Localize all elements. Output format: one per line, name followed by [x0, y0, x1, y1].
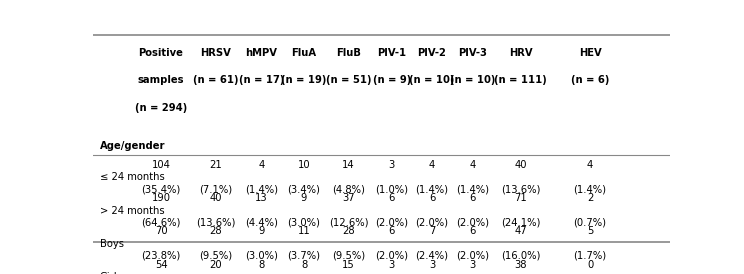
Text: (4.8%): (4.8%) [332, 184, 365, 194]
Text: (13.6%): (13.6%) [501, 184, 541, 194]
Text: 4: 4 [469, 160, 475, 170]
Text: (n = 51): (n = 51) [326, 75, 371, 85]
Text: 0: 0 [587, 259, 593, 270]
Text: 54: 54 [155, 259, 167, 270]
Text: (3.0%): (3.0%) [288, 218, 321, 228]
Text: 4: 4 [587, 160, 593, 170]
Text: 6: 6 [429, 193, 435, 204]
Text: (64.6%): (64.6%) [141, 218, 181, 228]
Text: (9.5%): (9.5%) [332, 250, 365, 261]
Text: (n = 9): (n = 9) [373, 75, 411, 85]
Text: samples: samples [138, 75, 185, 85]
Text: 20: 20 [210, 259, 222, 270]
Text: hMPV: hMPV [246, 48, 278, 58]
Text: 6: 6 [469, 193, 475, 204]
Text: (n = 111): (n = 111) [495, 75, 548, 85]
Text: 28: 28 [342, 226, 355, 236]
Text: (3.4%): (3.4%) [288, 184, 321, 194]
Text: 7: 7 [429, 226, 435, 236]
Text: (n = 6): (n = 6) [571, 75, 609, 85]
Text: 8: 8 [301, 259, 307, 270]
Text: (0.7%): (0.7%) [574, 218, 606, 228]
Text: PIV-1: PIV-1 [377, 48, 406, 58]
Text: Positive: Positive [138, 48, 184, 58]
Text: (1.4%): (1.4%) [416, 184, 449, 194]
Text: HRV: HRV [509, 48, 533, 58]
Text: 4: 4 [429, 160, 435, 170]
Text: 6: 6 [388, 226, 395, 236]
Text: (23.8%): (23.8%) [141, 250, 181, 261]
Text: (1.7%): (1.7%) [574, 250, 606, 261]
Text: (2.0%): (2.0%) [375, 218, 408, 228]
Text: (2.0%): (2.0%) [416, 218, 449, 228]
Text: (1.4%): (1.4%) [574, 184, 606, 194]
Text: (n = 10): (n = 10) [449, 75, 495, 85]
Text: (4.4%): (4.4%) [245, 218, 278, 228]
Text: 40: 40 [515, 160, 527, 170]
Text: 3: 3 [388, 259, 395, 270]
Text: 71: 71 [514, 193, 527, 204]
Text: (1.4%): (1.4%) [456, 184, 489, 194]
Text: (12.6%): (12.6%) [329, 218, 368, 228]
Text: FluB: FluB [336, 48, 361, 58]
Text: 14: 14 [342, 160, 355, 170]
Text: FluA: FluA [292, 48, 317, 58]
Text: (n = 61): (n = 61) [193, 75, 239, 85]
Text: (24.1%): (24.1%) [501, 218, 541, 228]
Text: 5: 5 [587, 226, 593, 236]
Text: (n = 10): (n = 10) [409, 75, 455, 85]
Text: ≤ 24 months: ≤ 24 months [100, 172, 164, 182]
Text: 9: 9 [301, 193, 307, 204]
Text: 70: 70 [155, 226, 167, 236]
Text: > 24 months: > 24 months [100, 206, 164, 216]
Text: 47: 47 [515, 226, 527, 236]
Text: 6: 6 [388, 193, 395, 204]
Text: 8: 8 [258, 259, 265, 270]
Text: Girls: Girls [100, 272, 123, 274]
Text: 10: 10 [298, 160, 310, 170]
Text: (3.0%): (3.0%) [245, 250, 278, 261]
Text: (2.4%): (2.4%) [416, 250, 449, 261]
Text: 15: 15 [342, 259, 355, 270]
Text: 40: 40 [210, 193, 222, 204]
Text: (n = 19): (n = 19) [281, 75, 327, 85]
Text: 37: 37 [342, 193, 355, 204]
Text: PIV-3: PIV-3 [458, 48, 487, 58]
Text: (2.0%): (2.0%) [375, 250, 408, 261]
Text: 11: 11 [298, 226, 310, 236]
Text: 28: 28 [210, 226, 222, 236]
Text: (n = 294): (n = 294) [135, 102, 187, 113]
Text: 3: 3 [469, 259, 475, 270]
Text: (7.1%): (7.1%) [199, 184, 232, 194]
Text: 190: 190 [152, 193, 170, 204]
Text: Boys: Boys [100, 239, 124, 249]
Text: (16.0%): (16.0%) [501, 250, 541, 261]
Text: 6: 6 [469, 226, 475, 236]
Text: 3: 3 [388, 160, 395, 170]
Text: (13.6%): (13.6%) [196, 218, 236, 228]
Text: PIV-2: PIV-2 [417, 48, 446, 58]
Text: HRSV: HRSV [200, 48, 231, 58]
Text: (1.4%): (1.4%) [245, 184, 278, 194]
Text: (3.7%): (3.7%) [287, 250, 321, 261]
Text: 3: 3 [429, 259, 435, 270]
Text: 13: 13 [255, 193, 268, 204]
Text: 2: 2 [587, 193, 593, 204]
Text: (1.0%): (1.0%) [375, 184, 408, 194]
Text: (9.5%): (9.5%) [199, 250, 232, 261]
Text: (n = 17): (n = 17) [239, 75, 284, 85]
Text: 4: 4 [258, 160, 265, 170]
Text: 104: 104 [152, 160, 170, 170]
Text: 21: 21 [210, 160, 222, 170]
Text: HEV: HEV [579, 48, 601, 58]
Text: (35.4%): (35.4%) [141, 184, 181, 194]
Text: Age/gender: Age/gender [100, 141, 165, 151]
Text: 38: 38 [515, 259, 527, 270]
Text: (2.0%): (2.0%) [456, 218, 489, 228]
Text: (2.0%): (2.0%) [456, 250, 489, 261]
Text: 9: 9 [258, 226, 265, 236]
